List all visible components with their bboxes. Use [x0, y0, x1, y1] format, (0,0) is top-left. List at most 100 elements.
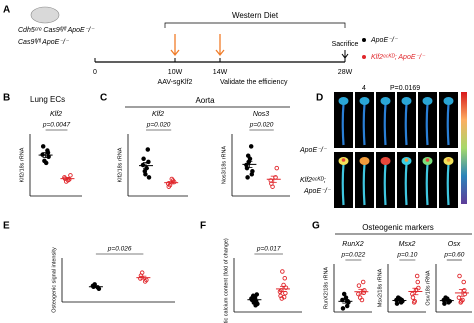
- data-point: [141, 156, 146, 162]
- legend-marker: [362, 55, 366, 59]
- y-axis-label: RunX2/18s rRNA: [323, 267, 329, 310]
- annotation: p=0.026: [107, 246, 132, 253]
- chart-title: Klf2: [50, 111, 62, 118]
- hotspot: [362, 158, 367, 162]
- data-point: [146, 175, 152, 180]
- image-grid: [334, 92, 458, 208]
- data-point: [166, 184, 172, 189]
- data-point: [283, 285, 289, 290]
- data-point: [281, 294, 287, 300]
- data-point: [410, 291, 415, 297]
- y-axis-label: Msx2/18s rRNA: [377, 268, 383, 307]
- aorta-vessel: [404, 163, 408, 206]
- section-header: Lung ECs: [30, 95, 65, 104]
- data-point: [138, 276, 143, 281]
- data-point: [144, 277, 149, 283]
- end-label: Sacrifice: [332, 41, 359, 48]
- y-axis-label: Nos3/18s rRNA: [221, 146, 227, 185]
- stray-label: 4: [362, 85, 366, 92]
- data-point: [68, 173, 73, 178]
- aorta-vessel: [446, 103, 450, 146]
- image-row-label: ApoE⁻/⁻: [299, 147, 328, 154]
- data-point: [445, 296, 450, 302]
- data-point: [344, 303, 350, 309]
- data-point: [459, 298, 464, 304]
- event-label: Validate the efficiency: [220, 79, 288, 86]
- annotation: p=0.022: [341, 252, 366, 259]
- annotation: p=0.10: [396, 252, 417, 259]
- data-point: [360, 279, 366, 285]
- hotspot: [383, 158, 388, 162]
- data-point: [456, 295, 462, 300]
- aorta-vessel: [425, 163, 429, 206]
- data-point: [414, 273, 420, 279]
- legend-marker: [362, 38, 366, 42]
- section-header: Osteogenic markers: [362, 223, 434, 232]
- legend-label: Klf2ᵉᶜᴷᴰ; ApoE⁻/⁻: [371, 54, 426, 61]
- panel-letter: B: [3, 93, 10, 104]
- aortic-arch: [359, 97, 370, 105]
- data-point: [412, 298, 418, 304]
- event-label: AAV-sgKlf2: [158, 79, 193, 86]
- data-point: [253, 303, 258, 308]
- data-point: [249, 172, 255, 177]
- data-point: [282, 276, 288, 281]
- data-point: [146, 159, 151, 165]
- data-point: [415, 279, 421, 285]
- event-arrow: [170, 34, 180, 57]
- timeline-label: 0: [93, 69, 97, 76]
- data-point: [460, 297, 465, 303]
- data-point: [144, 165, 149, 171]
- annotation: p=0.017: [256, 246, 281, 253]
- y-axis-label: Klf2/18s rRNA: [117, 147, 123, 182]
- data-point: [145, 147, 151, 152]
- hotspot: [404, 158, 409, 162]
- data-point: [254, 292, 260, 297]
- aorta-vessel: [425, 103, 429, 146]
- timeline-label: 10W: [168, 69, 183, 76]
- data-point: [43, 160, 49, 166]
- data-point: [169, 176, 175, 182]
- aorta-vessel: [383, 103, 387, 146]
- data-point: [461, 279, 466, 285]
- diet-bracket: [164, 22, 346, 28]
- aorta-vessel: [383, 163, 387, 206]
- timeline-label: 28W: [338, 69, 353, 76]
- y-axis-label: Aortic calcium content (fold of change): [223, 238, 229, 323]
- mouse-icon: [30, 6, 60, 24]
- data-point: [248, 144, 254, 149]
- stray-label: P=0.0169: [390, 85, 420, 92]
- chart-title: Klf2: [152, 111, 164, 118]
- aortic-arch: [422, 97, 433, 105]
- data-point: [442, 301, 447, 306]
- data-point: [246, 159, 252, 165]
- panel-letter: F: [200, 221, 206, 232]
- y-axis-label: Osx/18s rRNA: [425, 270, 431, 305]
- panel-letter: C: [100, 93, 107, 104]
- data-point: [244, 165, 250, 171]
- data-point: [410, 295, 416, 300]
- data-point: [280, 269, 285, 274]
- hotspot: [425, 158, 430, 162]
- aortic-arch: [338, 97, 349, 105]
- data-point: [269, 181, 274, 186]
- chart-title: Msx2: [399, 241, 416, 248]
- colorbar: [461, 92, 467, 204]
- y-axis-label: Osteogenic signal intensity: [51, 247, 57, 313]
- aorta-vessel: [404, 103, 408, 146]
- hotspot: [446, 158, 451, 162]
- legend-label: ApoE⁻/⁻: [370, 37, 399, 44]
- data-point: [462, 288, 467, 293]
- aorta-vessel: [446, 163, 450, 206]
- aortic-arch: [401, 97, 412, 105]
- section-header: Aorta: [195, 96, 215, 105]
- data-point: [394, 301, 400, 306]
- data-point: [343, 295, 349, 300]
- end-arrow: [341, 50, 349, 59]
- timeline-label: 14W: [213, 69, 228, 76]
- mouse-line: Cdh5ᶜʳᵉ Cas9ᶠˡ/ᶠˡ ApoE⁻/⁻: [18, 27, 95, 34]
- data-point: [143, 172, 148, 177]
- data-point: [340, 306, 346, 311]
- aorta-vessel: [341, 163, 345, 206]
